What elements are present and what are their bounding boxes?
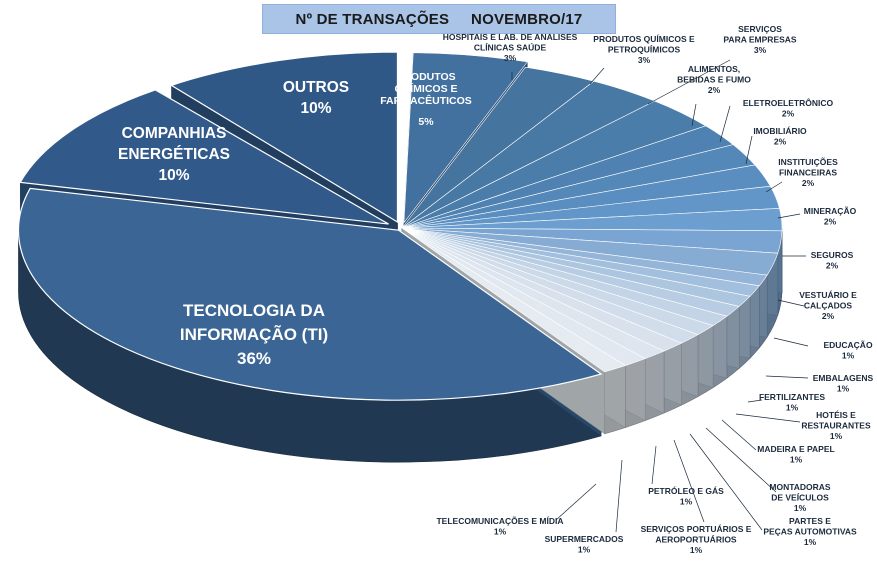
value-outros: 10% — [300, 100, 331, 117]
label-produtos-quimicos-e-petroquimicos: PRODUTOS QUÍMICOS E PETROQUÍMICOS 3% — [593, 34, 695, 65]
leader-fertilizantes — [747, 399, 763, 403]
leader-petroleo-e-gas — [651, 445, 657, 485]
leader-telecomunicacoes-e-midia — [555, 483, 597, 521]
label-vestuario-e-calcados: VESTUÁRIO E CALÇADOS 2% — [799, 290, 857, 321]
label-companhias-energeticas: COMPANHIAS ENERGÉTICAS 10% — [118, 125, 230, 184]
leader-montadoras-de-veiculos — [705, 427, 777, 493]
leader-partes-e-pecas-automotivas — [689, 433, 763, 531]
label-eletroeletronico: ELETROELETRÔNICO 2% — [743, 97, 834, 119]
leader-mineracao — [777, 213, 801, 219]
label-instituicoes-financeiras: INSTITUIÇÕES FINANCEIRAS 2% — [778, 157, 838, 188]
leader-servicos-para-empresas — [647, 59, 731, 105]
label-mineracao: MINERAÇÃO 2% — [804, 206, 857, 227]
label-telecomunicacoes-e-midia: TELECOMUNICAÇÕES E MÍDIA 1% — [436, 516, 563, 537]
value-instituicoes-financeiras: 2% — [802, 178, 815, 188]
leader-educacao — [773, 337, 809, 347]
label-tecnologia-da-informacao-ti: TECNOLOGIA DA INFORMAÇÃO (TI) 36% — [180, 301, 328, 368]
leader-alimentos-bebidas-e-fumo — [691, 103, 697, 127]
slice-labels: HOSPITAIS E LAB. DE ANALISES CLÍNICAS SAÚ… — [118, 24, 874, 555]
label-embalagens: EMBALAGENS 1% — [813, 373, 874, 394]
value-fertilizantes: 1% — [786, 403, 799, 413]
leader-hoteis-e-restaurantes — [735, 413, 801, 423]
label-montadoras-de-veiculos: MONTADORAS DE VEÍCULOS 1% — [769, 482, 831, 513]
label-fertilizantes: FERTILIZANTES 1% — [759, 392, 825, 413]
label-madeira-e-papel: MADEIRA E PAPEL 1% — [757, 444, 834, 465]
pie-tops — [17, 51, 783, 401]
slice-produtos-quimicos-e-farmaceuticos — [403, 52, 528, 224]
value-hospitais-e-lab-de-analises-clinicas-saude: 3% — [504, 53, 517, 63]
slice-companhias-energeticas — [19, 89, 389, 225]
leader-embalagens — [765, 375, 809, 379]
value-montadoras-de-veiculos: 1% — [794, 503, 807, 513]
leader-instituicoes-financeiras — [765, 181, 783, 193]
value-vestuario-e-calcados: 2% — [822, 311, 835, 321]
value-produtos-quimicos-e-petroquimicos: 3% — [638, 55, 651, 65]
label-servicos-para-empresas: SERVIÇOS PARA EMPRESAS 3% — [723, 24, 797, 55]
value-alimentos-bebidas-e-fumo: 2% — [708, 85, 721, 95]
slice-telecomunicacoes-e-midia — [401, 227, 627, 373]
leader-produtos-quimicos-e-petroquimicos — [589, 67, 605, 85]
leader-supermercados — [615, 459, 623, 533]
value-telecomunicacoes-e-midia: 1% — [494, 527, 507, 537]
value-mineracao: 2% — [824, 217, 837, 227]
leader-imobiliario — [745, 135, 753, 165]
label-servicos-portuarios-e-aeroportuarios: SERVIÇOS PORTUÁRIOS E AEROPORTUÁRIOS 1% — [641, 524, 752, 555]
value-servicos-portuarios-e-aeroportuarios: 1% — [690, 545, 703, 555]
leader-lines — [511, 59, 809, 533]
chart-title: Nº DE TRANSAÇÕES NOVEMBRO/17 — [262, 4, 616, 34]
leader-eletroeletronico — [719, 105, 731, 143]
value-petroleo-e-gas: 1% — [680, 497, 693, 507]
value-tecnologia-da-informacao-ti: 36% — [237, 349, 271, 368]
leader-madeira-e-papel — [721, 419, 757, 451]
value-imobiliario: 2% — [774, 137, 787, 147]
slice-outros — [170, 51, 399, 224]
slice-tecnologia-da-informacao-ti — [17, 187, 603, 401]
value-seguros: 2% — [826, 261, 839, 271]
value-embalagens: 1% — [837, 384, 850, 394]
label-partes-e-pecas-automotivas: PARTES E PEÇAS AUTOMOTIVAS 1% — [763, 516, 857, 547]
value-produtos-quimicos-e-farmaceuticos: 5% — [418, 116, 434, 128]
leader-servicos-portuarios-e-aeroportuarios — [673, 439, 705, 523]
value-educacao: 1% — [842, 351, 855, 361]
label-outros: OUTROS 10% — [283, 79, 349, 117]
label-hospitais-e-lab-de-analises-clinicas-saude: HOSPITAIS E LAB. DE ANALISES CLÍNICAS SAÚ… — [443, 32, 578, 63]
label-produtos-quimicos-e-farmaceuticos: PRODUTOS QUÍMICOS E FARMACÊUTICOS 5% — [380, 71, 472, 128]
label-educacao: EDUCAÇÃO 1% — [823, 340, 873, 361]
leader-vestuario-e-calcados — [777, 299, 805, 307]
value-servicos-para-empresas: 3% — [754, 45, 767, 55]
value-supermercados: 1% — [578, 545, 591, 555]
label-imobiliario: IMOBILIÁRIO 2% — [753, 126, 807, 147]
value-hoteis-e-restaurantes: 1% — [830, 431, 843, 441]
label-alimentos-bebidas-e-fumo: ALIMENTOS, BEBIDAS E FUMO 2% — [677, 64, 751, 95]
label-seguros: SEGUROS 2% — [811, 250, 854, 271]
label-supermercados: SUPERMERCADOS 1% — [545, 534, 624, 555]
value-companhias-energeticas: 10% — [158, 167, 189, 184]
value-partes-e-pecas-automotivas: 1% — [804, 537, 817, 547]
value-madeira-e-papel: 1% — [790, 455, 803, 465]
value-eletroeletronico: 2% — [782, 109, 795, 119]
label-petroleo-e-gas: PETRÓLEO E GÁS 1% — [648, 485, 724, 507]
label-hoteis-e-restaurantes: HOTÉIS E RESTAURANTES 1% — [801, 410, 871, 441]
